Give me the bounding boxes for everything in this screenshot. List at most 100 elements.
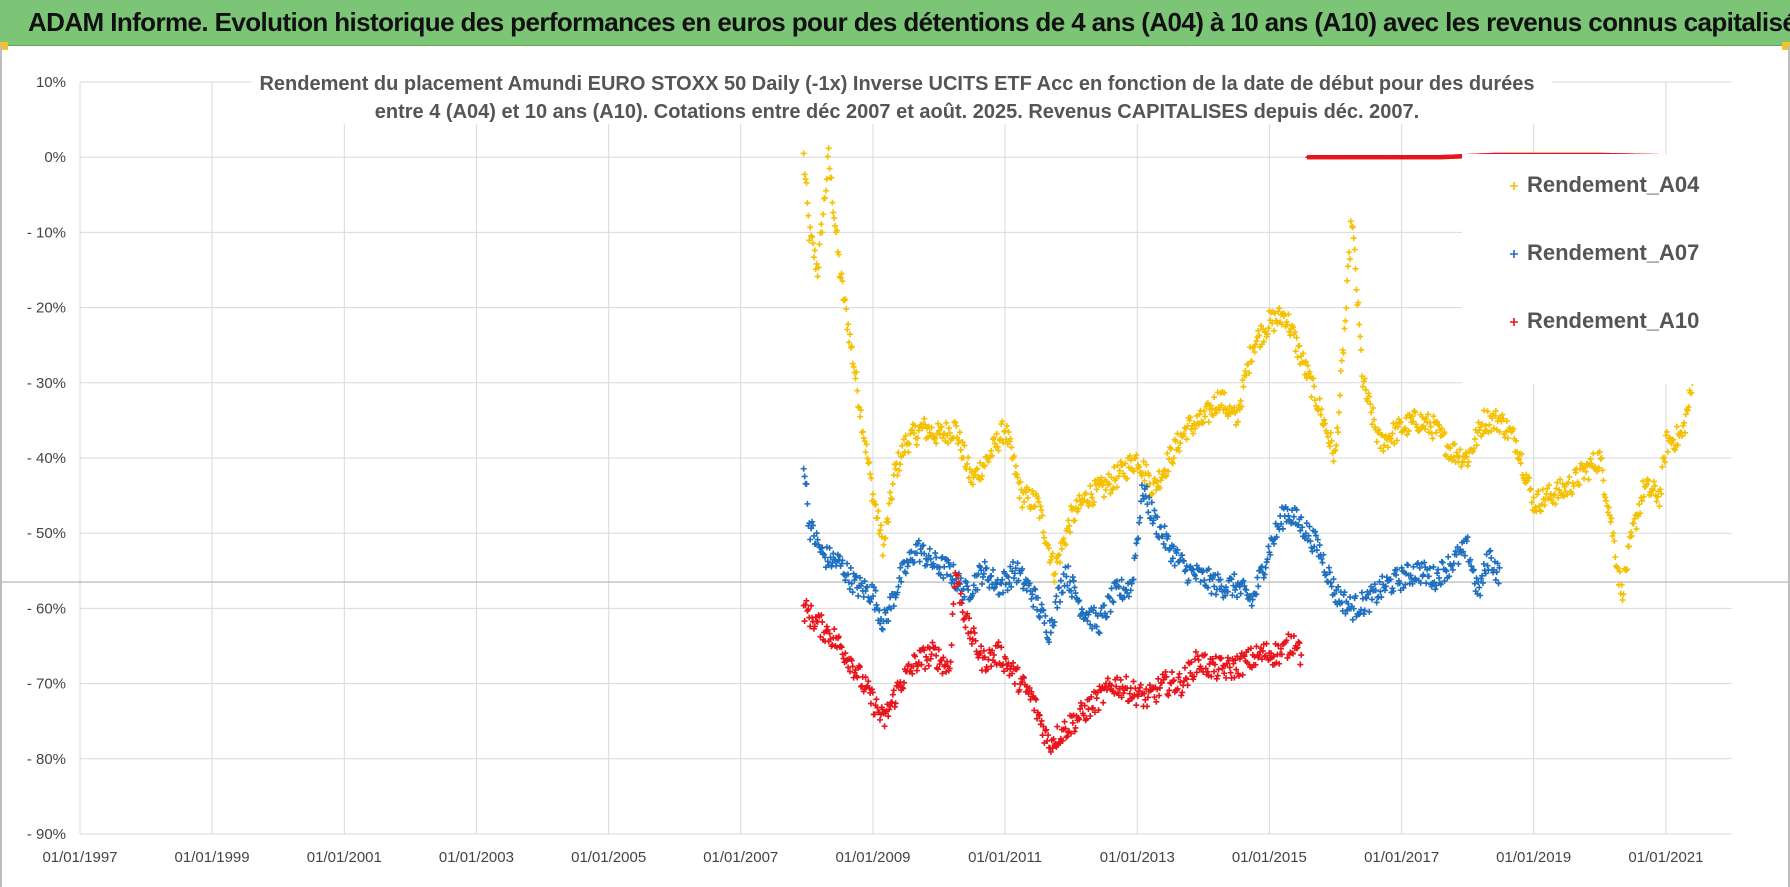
data-point [1453,449,1460,456]
data-point [1267,317,1274,324]
data-point [1167,445,1174,452]
data-point [983,565,990,572]
data-point [894,472,901,479]
data-point [809,518,816,525]
data-point [921,415,928,422]
data-point [1040,723,1047,730]
data-point [925,552,932,559]
data-point [1110,599,1117,606]
data-point [1345,600,1352,607]
data-point [1172,438,1179,445]
data-point [1377,588,1384,595]
data-point [1386,434,1393,441]
data-point [863,441,870,448]
data-point [1051,619,1058,626]
data-point [1276,660,1283,667]
data-point [838,560,845,567]
data-point [1369,596,1376,603]
data-point [1234,594,1241,601]
data-point [1480,407,1487,414]
data-point [1382,583,1389,590]
data-point [1142,493,1149,500]
data-point [1162,473,1169,480]
data-point [981,558,988,565]
data-point [911,559,918,566]
data-point [869,689,876,696]
data-point [1072,724,1079,731]
series-rendement_a10 [800,569,1305,755]
data-point [1355,299,1362,306]
data-point [1076,597,1083,604]
data-point [1136,519,1143,526]
data-point [979,580,986,587]
data-point [1067,587,1074,594]
data-point [822,554,829,561]
data-point [1555,494,1562,501]
data-point [1670,436,1677,443]
data-point [1209,655,1216,662]
data-point [1285,512,1292,519]
data-point [1468,563,1475,570]
data-point [926,429,933,436]
data-point [918,661,925,668]
data-point [1447,445,1454,452]
data-point [1237,397,1244,404]
data-point [1211,583,1218,590]
data-series [800,145,1712,755]
data-point [1071,728,1078,735]
data-point [984,666,991,673]
data-point [899,684,906,691]
data-point [873,696,880,703]
data-point [1294,354,1301,361]
data-point [1174,430,1181,437]
data-point [1352,593,1359,600]
x-tick-label: 01/01/2013 [1100,849,1175,866]
data-point [999,418,1006,425]
data-point [1224,654,1231,661]
data-point [1373,438,1380,445]
data-point [1451,440,1458,447]
data-point [1227,669,1234,676]
data-point [922,665,929,672]
data-point [1619,597,1626,604]
data-point [1137,514,1144,521]
data-point [1437,581,1444,588]
data-point [1455,560,1462,567]
data-point [973,466,980,473]
data-point [1169,460,1176,467]
data-point [1356,321,1363,328]
data-point [868,686,875,693]
data-point [815,264,822,271]
data-point [927,555,934,562]
data-point [1042,727,1049,734]
data-point [1600,477,1607,484]
data-point [932,644,939,651]
data-point [1314,407,1321,414]
y-tick-label: - 60% [27,600,66,617]
data-point [1342,610,1349,617]
data-point [1007,435,1014,442]
data-point [826,630,833,637]
data-point [1347,594,1354,601]
data-point [1484,562,1491,569]
data-point [845,571,852,578]
data-point [1091,709,1098,716]
data-point [844,560,851,567]
data-point [1598,454,1605,461]
data-point [991,584,998,591]
data-point [1197,407,1204,414]
data-point [1546,482,1553,489]
data-point [811,247,818,254]
data-point [1146,494,1153,501]
data-point [858,407,865,414]
data-point [921,647,928,654]
data-point [950,600,957,607]
data-point [1295,521,1302,528]
data-point [819,618,826,625]
data-point [1148,499,1155,506]
data-point [1045,545,1052,552]
data-point [1605,504,1612,511]
data-point [1576,481,1583,488]
data-point [1270,653,1277,660]
data-point [1371,581,1378,588]
